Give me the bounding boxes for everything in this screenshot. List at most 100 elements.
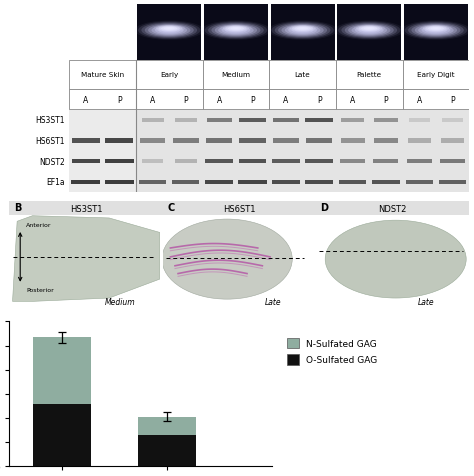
Text: Medium: Medium (221, 72, 250, 79)
Text: Early Digit: Early Digit (417, 72, 455, 79)
Ellipse shape (300, 29, 306, 30)
Text: A: A (417, 95, 422, 104)
Ellipse shape (354, 25, 385, 33)
Bar (33, 337, 91, 404)
Ellipse shape (351, 26, 387, 36)
Text: P: P (317, 95, 321, 104)
Ellipse shape (228, 29, 244, 33)
Text: Late: Late (295, 72, 310, 79)
Ellipse shape (272, 22, 334, 40)
Bar (271, 5, 335, 61)
Ellipse shape (158, 28, 180, 34)
Ellipse shape (289, 26, 316, 32)
Text: Medium: Medium (104, 297, 135, 306)
Ellipse shape (348, 25, 391, 37)
Ellipse shape (362, 29, 377, 33)
Ellipse shape (220, 25, 252, 33)
Ellipse shape (292, 27, 313, 32)
Bar (306, 139, 332, 143)
Ellipse shape (356, 26, 383, 32)
Legend: N-Sulfated GAG, O-Sulfated GAG: N-Sulfated GAG, O-Sulfated GAG (287, 338, 378, 365)
Ellipse shape (225, 27, 246, 32)
Ellipse shape (162, 29, 177, 33)
Bar (105, 139, 134, 143)
Ellipse shape (325, 221, 466, 298)
Bar (441, 139, 464, 143)
Ellipse shape (152, 26, 187, 36)
Bar (269, 89, 336, 110)
Text: Late: Late (418, 297, 435, 306)
Bar (272, 180, 300, 185)
Text: Mature Skin: Mature Skin (81, 72, 124, 79)
Bar (239, 139, 266, 143)
Ellipse shape (208, 23, 264, 39)
Ellipse shape (154, 25, 185, 33)
Text: Early: Early (160, 72, 178, 79)
Bar (273, 139, 299, 143)
Text: EF1a: EF1a (46, 178, 64, 187)
Ellipse shape (408, 23, 464, 39)
Bar (407, 160, 432, 164)
Ellipse shape (338, 22, 401, 40)
Bar (105, 180, 134, 185)
Ellipse shape (225, 28, 247, 34)
Text: B: B (14, 203, 21, 213)
Ellipse shape (211, 24, 260, 38)
Text: NDST2: NDST2 (378, 205, 407, 214)
Ellipse shape (405, 22, 467, 40)
Bar (408, 139, 430, 143)
Bar (202, 89, 269, 110)
Ellipse shape (230, 28, 242, 30)
Bar (341, 139, 365, 143)
Ellipse shape (162, 219, 292, 299)
Polygon shape (12, 216, 160, 302)
Ellipse shape (425, 28, 447, 34)
Bar (239, 160, 266, 164)
Bar (202, 61, 269, 89)
Ellipse shape (155, 27, 184, 35)
Ellipse shape (423, 26, 449, 32)
Ellipse shape (411, 24, 460, 38)
Bar (206, 139, 232, 143)
Ellipse shape (275, 23, 330, 39)
Bar (69, 89, 469, 193)
Ellipse shape (292, 28, 314, 34)
Bar (269, 61, 336, 89)
Bar (305, 119, 333, 123)
Text: A: A (350, 95, 355, 104)
Ellipse shape (433, 29, 439, 30)
Bar (205, 180, 234, 185)
Bar (374, 160, 399, 164)
Bar (336, 89, 402, 110)
Bar (239, 119, 266, 123)
Bar (374, 139, 398, 143)
Bar (173, 139, 199, 143)
Ellipse shape (164, 28, 175, 30)
Ellipse shape (135, 21, 204, 41)
Ellipse shape (335, 21, 404, 41)
Ellipse shape (428, 27, 444, 31)
Ellipse shape (161, 27, 177, 31)
Text: Late: Late (265, 297, 282, 306)
Bar (204, 5, 268, 61)
Ellipse shape (221, 27, 250, 35)
Bar (69, 89, 136, 110)
Text: A: A (283, 95, 289, 104)
Ellipse shape (431, 30, 440, 32)
Bar (175, 119, 197, 123)
Bar (406, 180, 433, 185)
Ellipse shape (141, 23, 197, 39)
Ellipse shape (361, 27, 377, 31)
Ellipse shape (285, 26, 320, 36)
Bar (340, 160, 365, 164)
Text: P: P (383, 95, 388, 104)
Bar (173, 180, 200, 185)
Bar (336, 61, 402, 89)
Text: Anterior: Anterior (27, 223, 52, 228)
Bar (207, 119, 232, 123)
Ellipse shape (268, 21, 337, 41)
Ellipse shape (430, 28, 441, 30)
Ellipse shape (366, 29, 372, 30)
Ellipse shape (282, 25, 324, 37)
Ellipse shape (294, 27, 311, 31)
